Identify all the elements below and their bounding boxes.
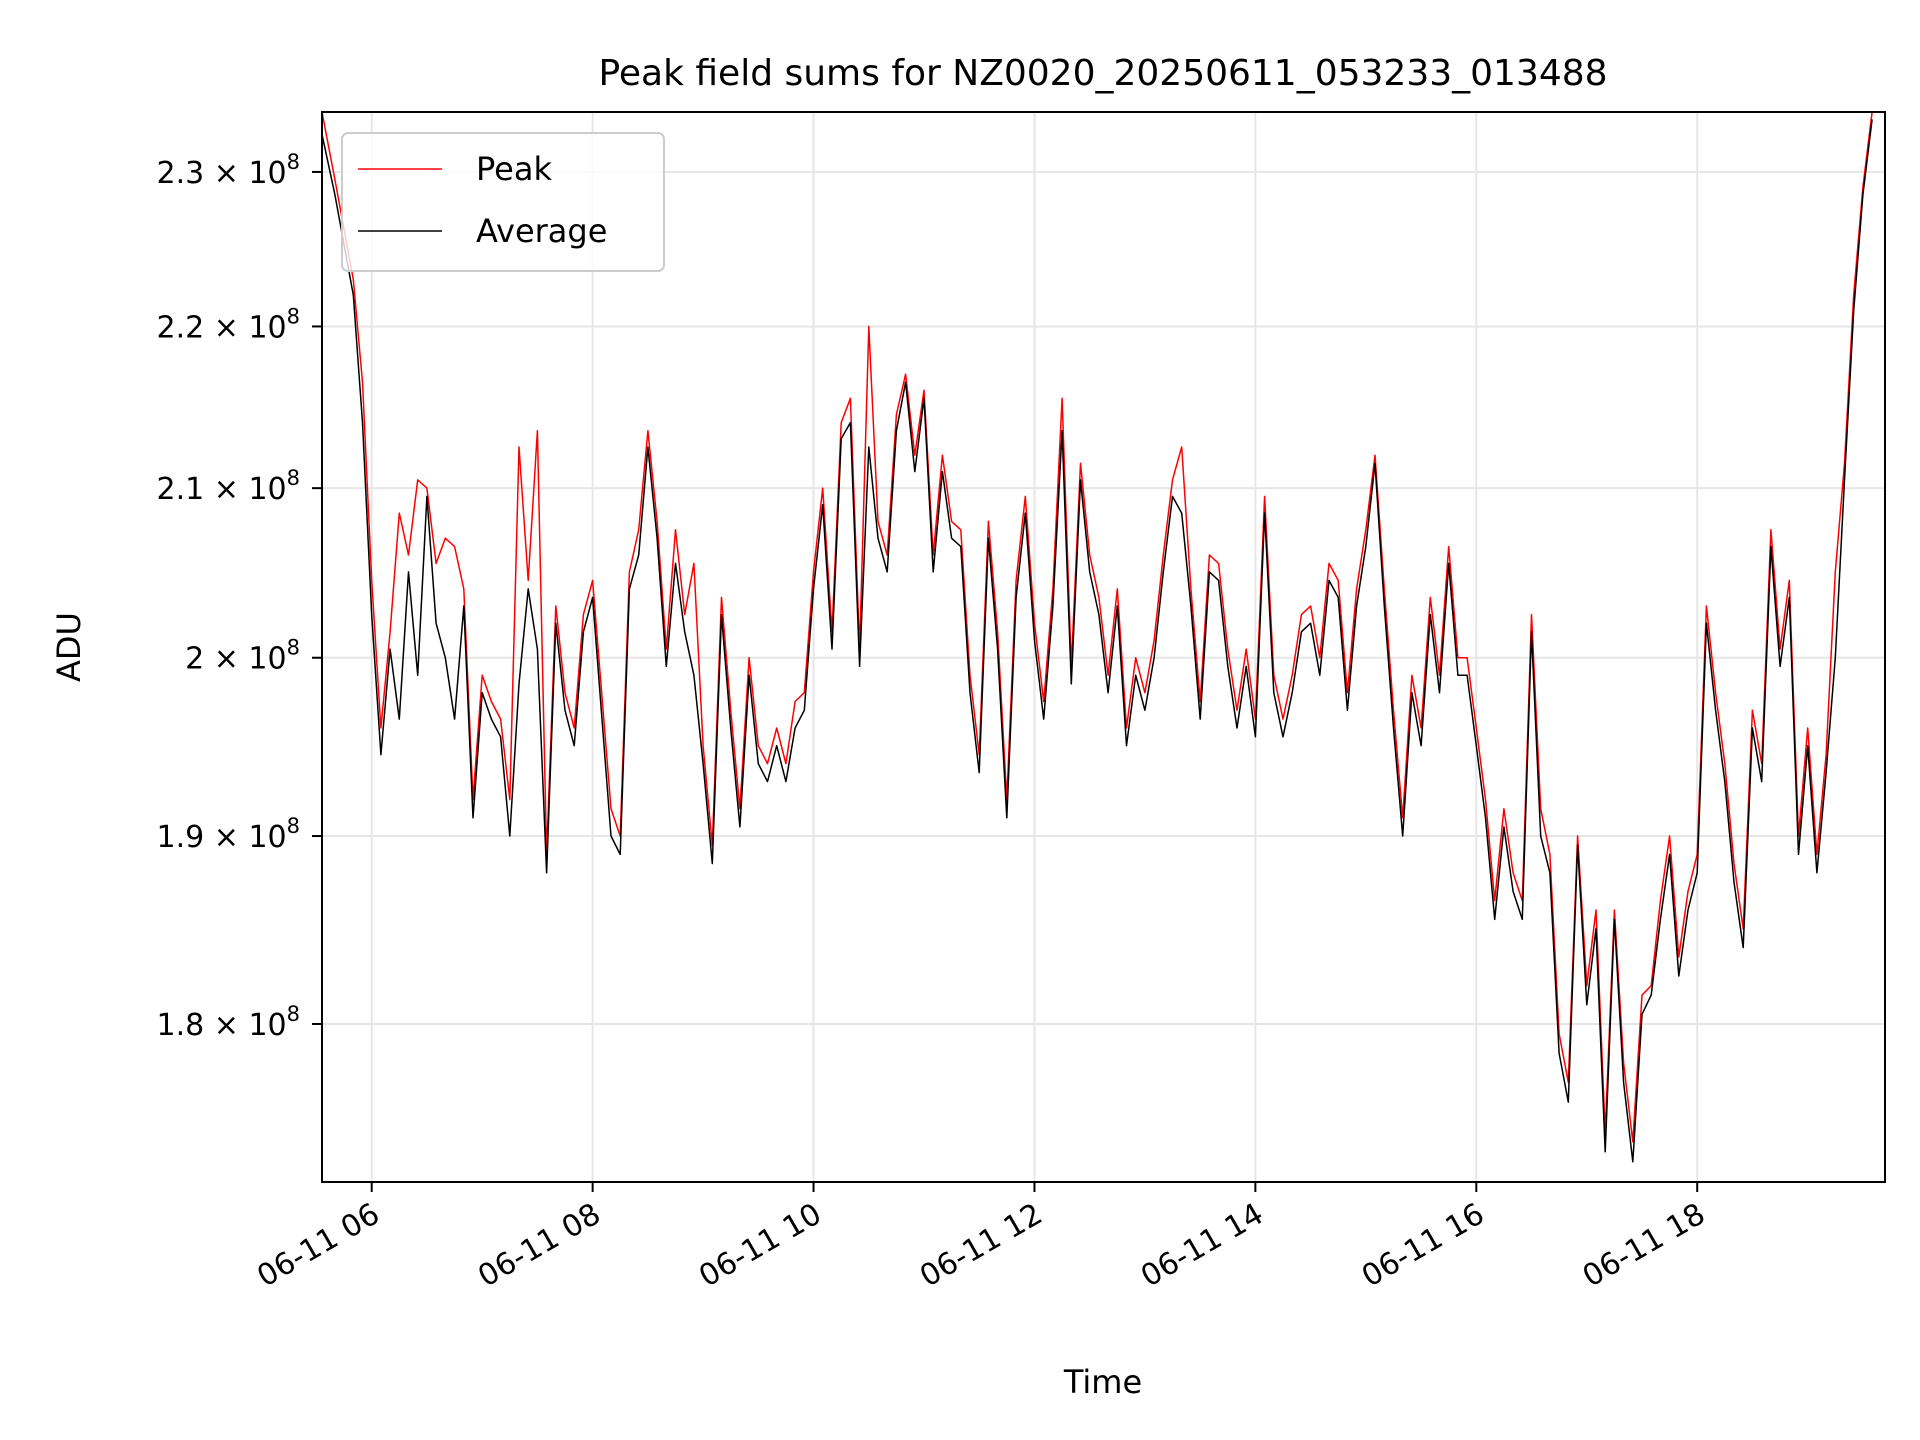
y-tick-label: 2.1 × 108 [157,466,300,507]
series-layer [321,111,1873,1163]
legend: Peak Average [341,132,665,272]
y-axis-title: ADU [50,612,88,682]
y-axis: 1.8 × 108 1.9 × 108 2 × 108 2.1 × 108 2.2 × … [157,150,322,1043]
legend-label-average: Average [476,212,607,250]
y-tick-label: 1.9 × 108 [157,814,300,855]
plot-area-frame [321,111,1886,1183]
chart-title: Peak field sums for NZ0020_20250611_0532… [598,53,1607,94]
y-tick-label: 2.2 × 108 [157,304,300,345]
y-tick-label: 1.8 × 108 [157,1002,300,1043]
series-line-average [321,119,1873,1163]
y-tick-label: 2.3 × 108 [157,150,300,191]
legend-box [341,132,665,272]
y-tick-label: 2 × 108 [185,636,300,677]
grid-lines [322,112,1885,1182]
x-axis-title: Time [1063,1363,1142,1401]
legend-label-peak: Peak [476,150,552,188]
